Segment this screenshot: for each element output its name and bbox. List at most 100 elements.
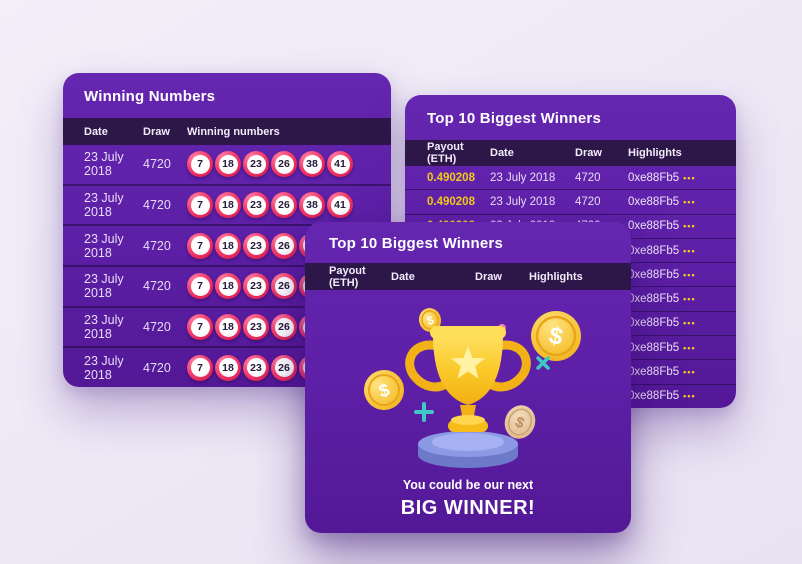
draw-cell: 4720 xyxy=(143,238,171,253)
column-header-draw: Draw xyxy=(475,270,502,283)
plus-sparkle-icon xyxy=(414,402,434,422)
date-cell: 23 July 2018 xyxy=(84,150,124,179)
ball-number: 26 xyxy=(274,236,294,256)
address-text: 0xe88Fb5 xyxy=(628,341,680,354)
lottery-ball: 38 xyxy=(299,151,325,178)
ball-number: 41 xyxy=(330,195,350,215)
draw-cell: 4720 xyxy=(143,320,171,335)
highlights-address-link[interactable]: 0xe88Fb5 ••• xyxy=(628,269,736,281)
draw-cell: 4720 xyxy=(143,360,171,375)
highlights-address-link[interactable]: 0xe88Fb5 ••• xyxy=(628,245,736,257)
ball-number: 18 xyxy=(218,236,238,256)
lottery-ball: 18 xyxy=(215,232,241,259)
lottery-ball: 23 xyxy=(243,151,269,178)
column-header-date: Date xyxy=(490,147,514,159)
ball-number: 23 xyxy=(246,317,266,337)
ellipsis-dots-icon: ••• xyxy=(683,221,696,232)
ellipsis-dots-icon: ••• xyxy=(683,172,696,183)
highlights-address-link[interactable]: 0xe88Fb5 ••• xyxy=(628,390,736,402)
ball-number: 18 xyxy=(218,317,238,337)
trophy-cup-icon xyxy=(405,326,531,432)
lottery-ball: 23 xyxy=(243,273,269,300)
column-header-highlights: Highlights xyxy=(628,147,682,159)
payout-cell: 0.490208 xyxy=(427,195,475,208)
lottery-ball: 26 xyxy=(271,314,297,341)
ball-number: 26 xyxy=(274,195,294,215)
ball-number: 26 xyxy=(274,358,294,378)
dollar-coin-icon: $ xyxy=(531,311,581,361)
date-cell: 23 July 2018 xyxy=(84,272,124,301)
date-cell: 23 July 2018 xyxy=(84,313,124,342)
address-text: 0xe88Fb5 xyxy=(628,195,680,208)
ball-number: 18 xyxy=(218,154,238,174)
lottery-ball: 18 xyxy=(215,354,241,381)
highlights-address-link[interactable]: 0xe88Fb5 ••• xyxy=(628,342,736,354)
lottery-ball: 18 xyxy=(215,192,241,218)
ellipsis-dots-icon: ••• xyxy=(683,269,696,280)
ellipsis-dots-icon: ••• xyxy=(683,294,696,305)
address-text: 0xe88Fb5 xyxy=(628,171,680,184)
big-winner-empty-card: Top 10 Biggest Winners Payout (ETH) Date… xyxy=(305,222,631,533)
lottery-ball: 23 xyxy=(243,232,269,259)
x-sparkle-icon xyxy=(536,356,550,370)
ball-number: 23 xyxy=(246,236,266,256)
draw-cell: 4720 xyxy=(143,157,171,172)
lottery-ball: 7 xyxy=(187,354,213,381)
lottery-ball: 38 xyxy=(299,192,325,218)
ball-number: 18 xyxy=(218,276,238,296)
ball-number: 23 xyxy=(246,358,266,378)
lottery-ball: 23 xyxy=(243,314,269,341)
winning-balls: 7 18 23 26 38 41 xyxy=(187,151,391,178)
lottery-ball: 41 xyxy=(327,151,353,178)
lottery-ball: 41 xyxy=(327,192,353,218)
dollar-coin-icon: $ xyxy=(504,405,536,439)
lottery-ball: 7 xyxy=(187,192,213,218)
lottery-ball: 26 xyxy=(271,192,297,218)
ball-number: 23 xyxy=(246,195,266,215)
empty-state-body: $ $ $ $ xyxy=(305,290,631,533)
date-cell: 23 July 2018 xyxy=(490,171,556,184)
ball-number: 18 xyxy=(218,358,238,378)
lottery-ball: 7 xyxy=(187,273,213,300)
winning-balls: 7 18 23 26 38 41 xyxy=(187,192,391,218)
column-header-payout: Payout (ETH) xyxy=(427,141,464,165)
lottery-ball: 7 xyxy=(187,314,213,341)
ball-number: 7 xyxy=(190,195,210,215)
highlights-address-link[interactable]: 0xe88Fb5 ••• xyxy=(628,317,736,329)
ball-number: 23 xyxy=(246,154,266,174)
table-row: 23 July 2018 4720 7 18 23 26 38 41 xyxy=(63,145,391,184)
ball-number: 41 xyxy=(330,154,350,174)
lottery-ball: 23 xyxy=(243,192,269,218)
lottery-ball: 7 xyxy=(187,151,213,178)
lottery-ball: 18 xyxy=(215,273,241,300)
address-text: 0xe88Fb5 xyxy=(628,244,680,257)
column-header-winning-numbers: Winning numbers xyxy=(187,125,280,138)
ellipsis-dots-icon: ••• xyxy=(683,342,696,353)
ball-number: 7 xyxy=(190,317,210,337)
column-header-draw: Draw xyxy=(143,125,170,138)
highlights-address-link[interactable]: 0xe88Fb5 ••• xyxy=(628,172,736,184)
ellipsis-dots-icon: ••• xyxy=(683,391,696,402)
dollar-coin-icon: $ xyxy=(364,370,404,410)
draw-cell: 4720 xyxy=(575,195,601,208)
svg-text:$: $ xyxy=(547,322,566,351)
empty-state-headline: BIG WINNER! xyxy=(400,497,536,519)
address-text: 0xe88Fb5 xyxy=(628,366,680,379)
address-text: 0xe88Fb5 xyxy=(628,268,680,281)
draw-cell: 4720 xyxy=(143,198,171,212)
highlights-address-link[interactable]: 0xe88Fb5 ••• xyxy=(628,293,736,305)
ball-number: 26 xyxy=(274,276,294,296)
date-cell: 23 July 2018 xyxy=(84,231,124,260)
trophy-pedestal xyxy=(418,431,518,468)
payout-cell: 0.490208 xyxy=(427,171,475,184)
column-header-date: Date xyxy=(391,270,415,283)
lottery-ball: 26 xyxy=(271,354,297,381)
highlights-address-link[interactable]: 0xe88Fb5 ••• xyxy=(628,196,736,208)
date-cell: 23 July 2018 xyxy=(84,191,124,219)
date-cell: 23 July 2018 xyxy=(84,353,124,382)
highlights-address-link[interactable]: 0xe88Fb5 ••• xyxy=(628,366,736,378)
ball-number: 7 xyxy=(190,154,210,174)
lottery-ball: 26 xyxy=(271,232,297,259)
highlights-address-link[interactable]: 0xe88Fb5 ••• xyxy=(628,220,736,232)
winning-numbers-table-header: Date Draw Winning numbers xyxy=(63,118,391,145)
